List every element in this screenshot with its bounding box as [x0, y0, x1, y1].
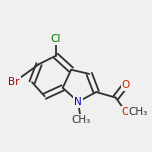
Text: O: O	[121, 107, 130, 117]
Text: Cl: Cl	[51, 34, 61, 44]
Text: Br: Br	[8, 77, 20, 87]
Text: N: N	[74, 97, 82, 107]
Text: O: O	[121, 80, 130, 90]
Text: CH₃: CH₃	[128, 107, 148, 117]
Text: CH₃: CH₃	[71, 115, 90, 125]
